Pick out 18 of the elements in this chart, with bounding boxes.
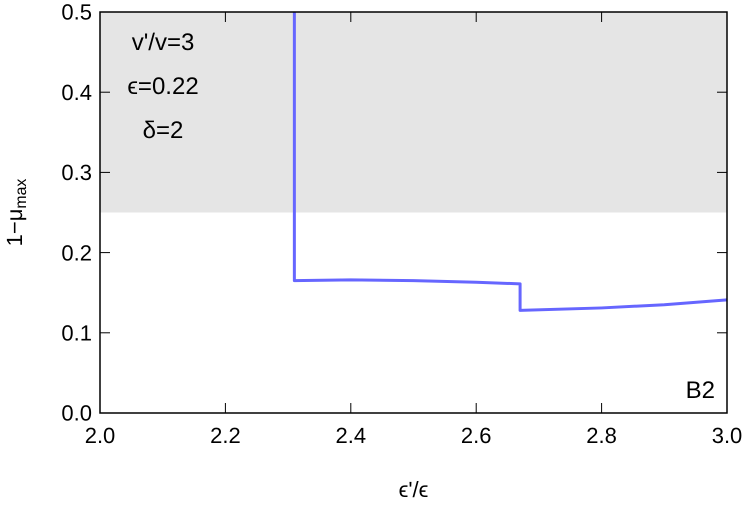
x-tick-label: 2.4 (336, 423, 366, 448)
y-tick-label: 0.0 (61, 400, 92, 426)
annotation: ϵ=0.22 (127, 73, 199, 100)
x-tick-label: 2.6 (460, 423, 492, 448)
y-tick-label: 0.5 (61, 0, 92, 25)
x-tick-label: 2.8 (586, 423, 617, 448)
y-tick-label: 0.2 (61, 240, 92, 266)
line-series (292, 10, 728, 312)
annotation: B2 (686, 377, 715, 404)
x-axis-title: ϵ'/ϵ (398, 477, 428, 502)
y-tick-label: 0.1 (61, 320, 92, 346)
y-tick-label: 0.3 (61, 160, 92, 186)
annotation: δ=2 (142, 117, 184, 144)
annotation: v'/v=3 (132, 29, 194, 56)
x-tick-label: 2.0 (84, 423, 116, 448)
x-tick-label: 3.0 (712, 423, 742, 448)
y-tick-label: 0.4 (61, 80, 92, 105)
x-tick-label: 2.2 (210, 423, 241, 448)
